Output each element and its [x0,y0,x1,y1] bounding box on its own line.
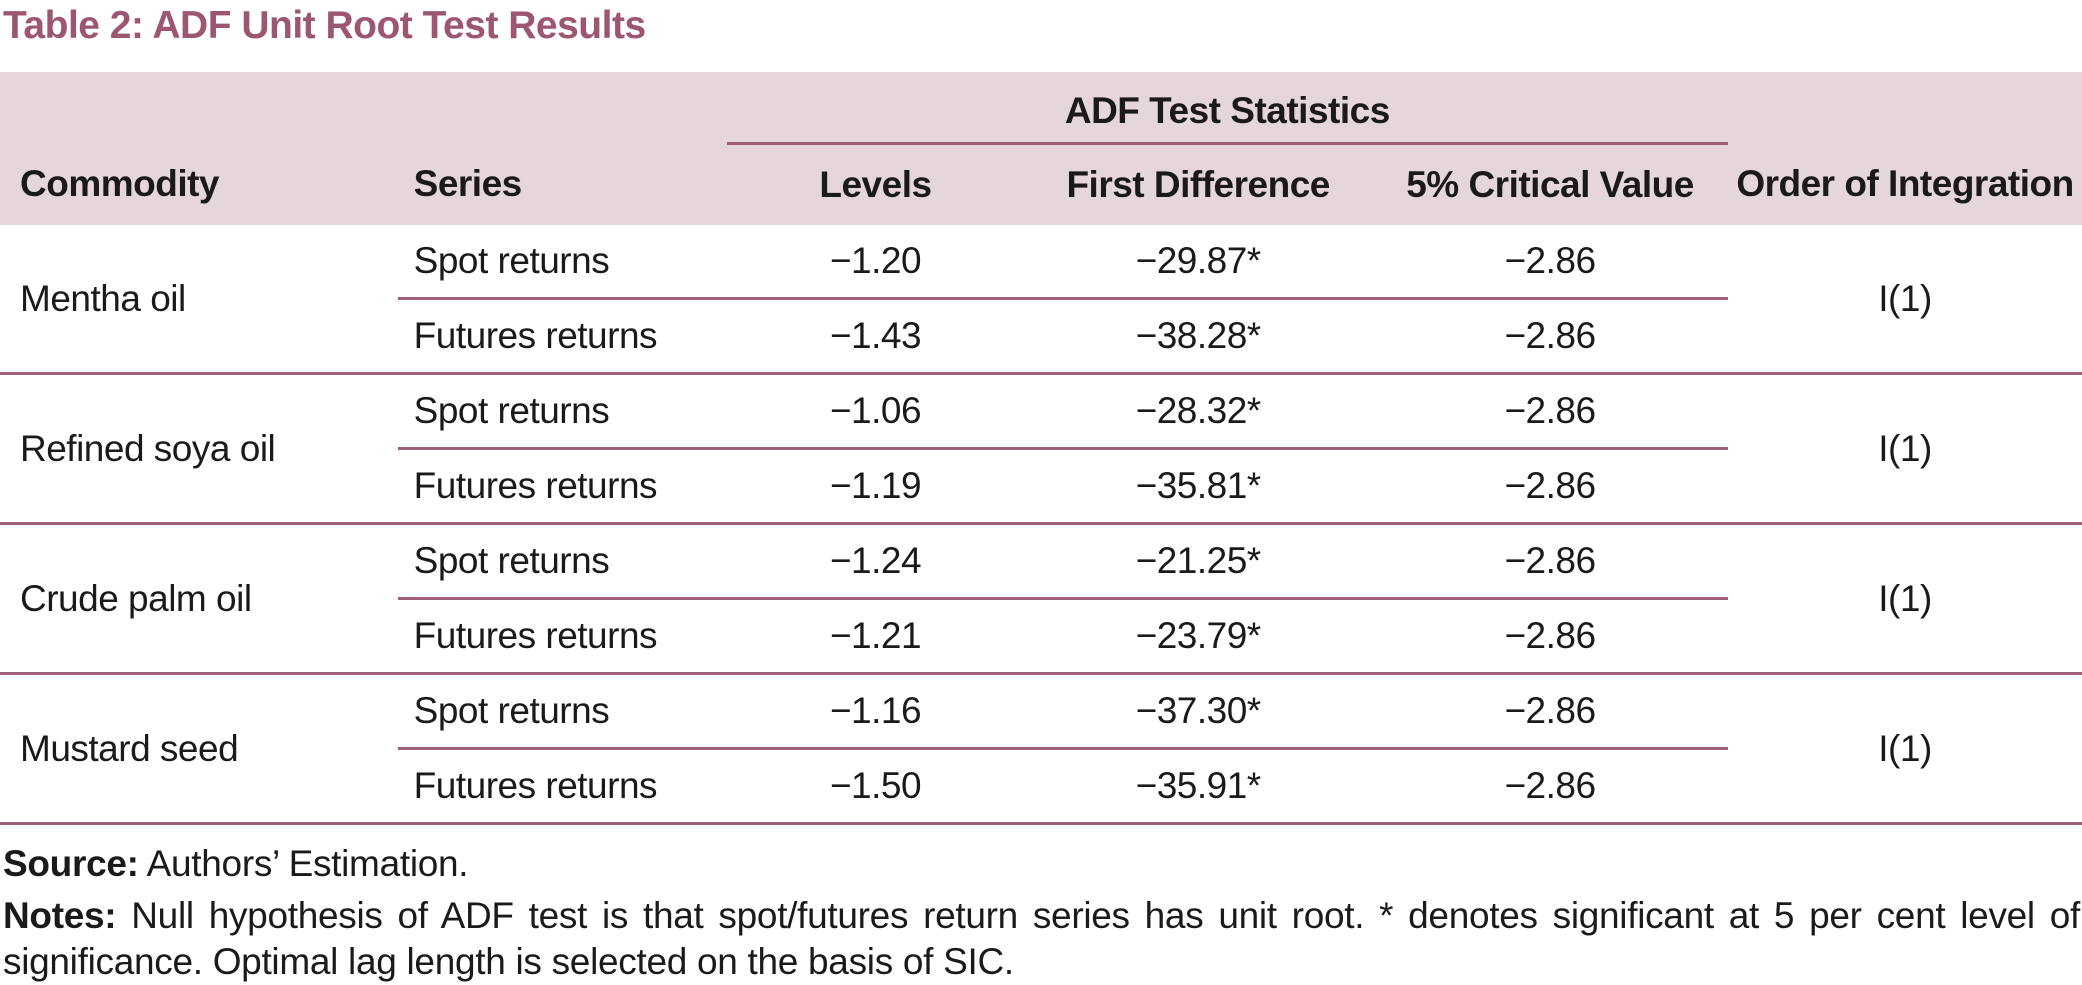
levels-value: −1.20 [726,225,1025,300]
table-body: Mentha oil Spot returns −1.20 −29.87* −2… [0,225,2082,825]
critical-value: −2.86 [1372,448,1729,525]
notes: Notes: Null hypothesis of ADF test is th… [0,893,2082,985]
source-label: Source: [3,843,139,884]
order-of-integration-cell: I(1) [1728,373,2082,525]
table-row: Mustard seed Spot returns −1.16 −37.30* … [0,673,2082,825]
col-header-series: Series [397,143,727,225]
first-difference-value: −23.79* [1024,598,1373,675]
spanner-spacer-order [1728,72,2082,144]
levels-value: −1.50 [726,748,1025,825]
spanner-heading: ADF Test Statistics [726,72,1729,145]
critical-value: −2.86 [1372,748,1729,825]
series-cell: Futures returns [397,298,727,375]
series-cell: Futures returns [397,448,727,525]
commodity-cell-refined-soya-oil: Refined soya oil [0,373,398,525]
table-footnotes: Source: Authors’ Estimation. Notes: Null… [0,841,2082,985]
source-note: Source: Authors’ Estimation. [0,841,2082,887]
table-title: Table 2: ADF Unit Root Test Results [3,4,646,47]
series-cell: Spot returns [397,373,727,450]
levels-value: −1.21 [726,598,1025,675]
critical-value: −2.86 [1372,373,1729,450]
spanner-row: ADF Test Statistics [0,72,2082,145]
spanner-spacer-series [397,72,727,144]
notes-text: Null hypothesis of ADF test is that spot… [3,894,2081,982]
table-header: ADF Test Statistics Commodity Series Lev… [0,72,2082,225]
series-cell: Futures returns [397,598,727,675]
critical-value: −2.86 [1372,673,1729,750]
col-header-commodity: Commodity [0,143,398,225]
table-row: Refined soya oil Spot returns −1.06 −28.… [0,373,2082,525]
levels-value: −1.43 [726,298,1025,375]
first-difference-value: −38.28* [1024,298,1373,375]
col-header-order-of-integration: Order of Integration [1728,143,2082,225]
first-difference-value: −21.25* [1024,523,1373,600]
table-row: Mentha oil Spot returns −1.20 −29.87* −2… [0,225,2082,375]
levels-value: −1.19 [726,448,1025,525]
col-header-first-difference: First Difference [1024,143,1373,225]
levels-value: −1.24 [726,523,1025,600]
critical-value: −2.86 [1372,225,1729,300]
commodity-cell-crude-palm-oil: Crude palm oil [0,523,398,675]
col-header-critical-value: 5% Critical Value [1372,143,1729,225]
series-cell: Spot returns [397,225,727,300]
levels-value: −1.16 [726,673,1025,750]
first-difference-value: −35.81* [1024,448,1373,525]
notes-label: Notes: [3,894,117,936]
order-of-integration-cell: I(1) [1728,523,2082,675]
table-row: Futures returns −1.19 −35.81* −2.86 [0,448,2082,525]
column-header-row: Commodity Series Levels First Difference… [0,143,2082,225]
order-of-integration-cell: I(1) [1728,673,2082,825]
table-row: Futures returns −1.43 −38.28* −2.86 [0,298,2082,375]
commodity-cell-mentha-oil: Mentha oil [0,225,398,375]
levels-value: −1.06 [726,373,1025,450]
critical-value: −2.86 [1372,523,1729,600]
critical-value: −2.86 [1372,598,1729,675]
first-difference-value: −29.87* [1024,225,1373,300]
series-cell: Spot returns [397,673,727,750]
table-row: Futures returns −1.50 −35.91* −2.86 [0,748,2082,825]
table-row: Futures returns −1.21 −23.79* −2.86 [0,598,2082,675]
series-cell: Spot returns [397,523,727,600]
adf-unit-root-table: ADF Test Statistics Commodity Series Lev… [0,72,2082,825]
order-of-integration-cell: I(1) [1728,225,2082,375]
source-text: Authors’ Estimation. [146,843,469,884]
commodity-cell-mustard-seed: Mustard seed [0,673,398,825]
table-row: Crude palm oil Spot returns −1.24 −21.25… [0,523,2082,675]
series-cell: Futures returns [397,748,727,825]
critical-value: −2.86 [1372,298,1729,375]
spanner-spacer-commodity [0,72,398,144]
first-difference-value: −37.30* [1024,673,1373,750]
first-difference-value: −28.32* [1024,373,1373,450]
col-header-levels: Levels [726,143,1025,225]
first-difference-value: −35.91* [1024,748,1373,825]
